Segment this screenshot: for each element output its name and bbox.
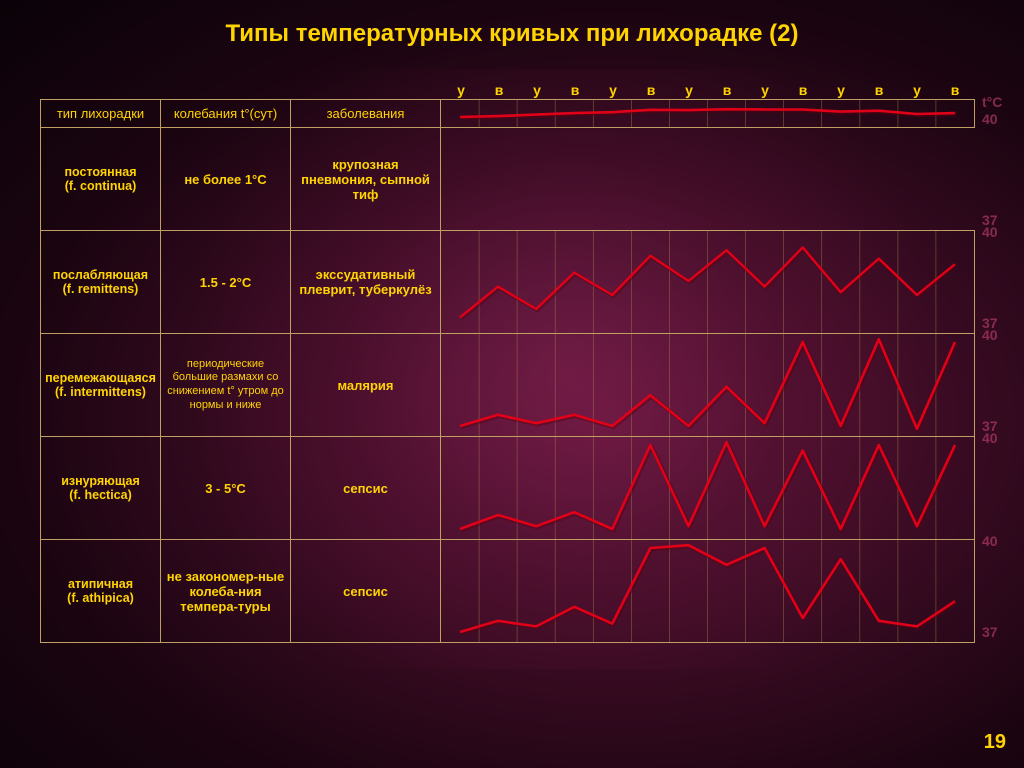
fever-disease: малярия: [291, 334, 441, 437]
uv-label: в: [708, 82, 746, 98]
chart-cell: [441, 100, 975, 128]
temperature-chart: [441, 100, 974, 127]
fever-disease: сепсис: [291, 437, 441, 540]
uv-label: у: [518, 82, 556, 98]
fever-range: периодические большие размахи со снижени…: [161, 334, 291, 437]
uv-label: у: [898, 82, 936, 98]
axis-bottom: 37: [982, 625, 998, 640]
axis-unit: t°C: [982, 95, 1002, 110]
uv-label: в: [632, 82, 670, 98]
header-disease: заболевания: [291, 100, 441, 128]
fever-row: послабляющая(f. remittens)1.5 - 2°Сэкссу…: [41, 231, 975, 334]
fever-row: перемежающаяся(f. intermittens)периодиче…: [41, 334, 975, 437]
fever-name: перемежающаяся(f. intermittens): [41, 334, 161, 437]
fever-name: атипичная(f. athipica): [41, 540, 161, 643]
fever-range: 3 - 5°С: [161, 437, 291, 540]
fever-table: тип лихорадки колебания t°(сут) заболева…: [40, 99, 975, 643]
page-number: 19: [984, 731, 1006, 754]
fever-row: постоянная(f. continua)не более 1°Скрупо…: [41, 128, 975, 231]
temperature-chart: [441, 231, 974, 333]
chart-cell: [441, 334, 975, 437]
uv-label: у: [670, 82, 708, 98]
fever-row: изнуряющая(f. hectica)3 - 5°Ссепсис: [41, 437, 975, 540]
uv-label: в: [860, 82, 898, 98]
temperature-chart: [441, 437, 974, 539]
fever-range: 1.5 - 2°С: [161, 231, 291, 334]
axis-top: 40: [982, 225, 998, 240]
axis-top: 40: [982, 534, 998, 549]
uv-label: в: [936, 82, 974, 98]
fever-name: постоянная(f. continua): [41, 128, 161, 231]
fever-name: изнуряющая(f. hectica): [41, 437, 161, 540]
header-row: тип лихорадки колебания t°(сут) заболева…: [41, 100, 975, 128]
chart-cell: [441, 231, 975, 334]
header-type: тип лихорадки: [41, 100, 161, 128]
header-range: колебания t°(сут): [161, 100, 291, 128]
chart-cell: [441, 437, 975, 540]
fever-name: послабляющая(f. remittens): [41, 231, 161, 334]
fever-range: не закономер-ные колеба-ния темпера-туры: [161, 540, 291, 643]
uv-label: в: [784, 82, 822, 98]
page-title: Типы температурных кривых при лихорадке …: [0, 0, 1024, 62]
uv-label: у: [594, 82, 632, 98]
axis-top: 40: [982, 431, 998, 446]
uv-label: у: [822, 82, 860, 98]
fever-disease: экссудативный плеврит, туберкулёз: [291, 231, 441, 334]
uv-label: у: [442, 82, 480, 98]
title-text: Типы температурных кривых при лихорадке …: [0, 20, 1024, 48]
fever-disease: крупозная пневмония, сыпной тиф: [291, 128, 441, 231]
uv-label: в: [556, 82, 594, 98]
temperature-chart: [441, 540, 974, 642]
fever-disease: сепсис: [291, 540, 441, 643]
uv-label: у: [746, 82, 784, 98]
axis-top: 40: [982, 112, 998, 127]
fever-range: не более 1°С: [161, 128, 291, 231]
temperature-chart: [441, 334, 974, 436]
axis-top: 40: [982, 328, 998, 343]
fever-row: атипичная(f. athipica)не закономер-ные к…: [41, 540, 975, 643]
uv-axis-labels: увувувувувувув: [442, 82, 974, 98]
chart-cell: [441, 540, 975, 643]
uv-label: в: [480, 82, 518, 98]
